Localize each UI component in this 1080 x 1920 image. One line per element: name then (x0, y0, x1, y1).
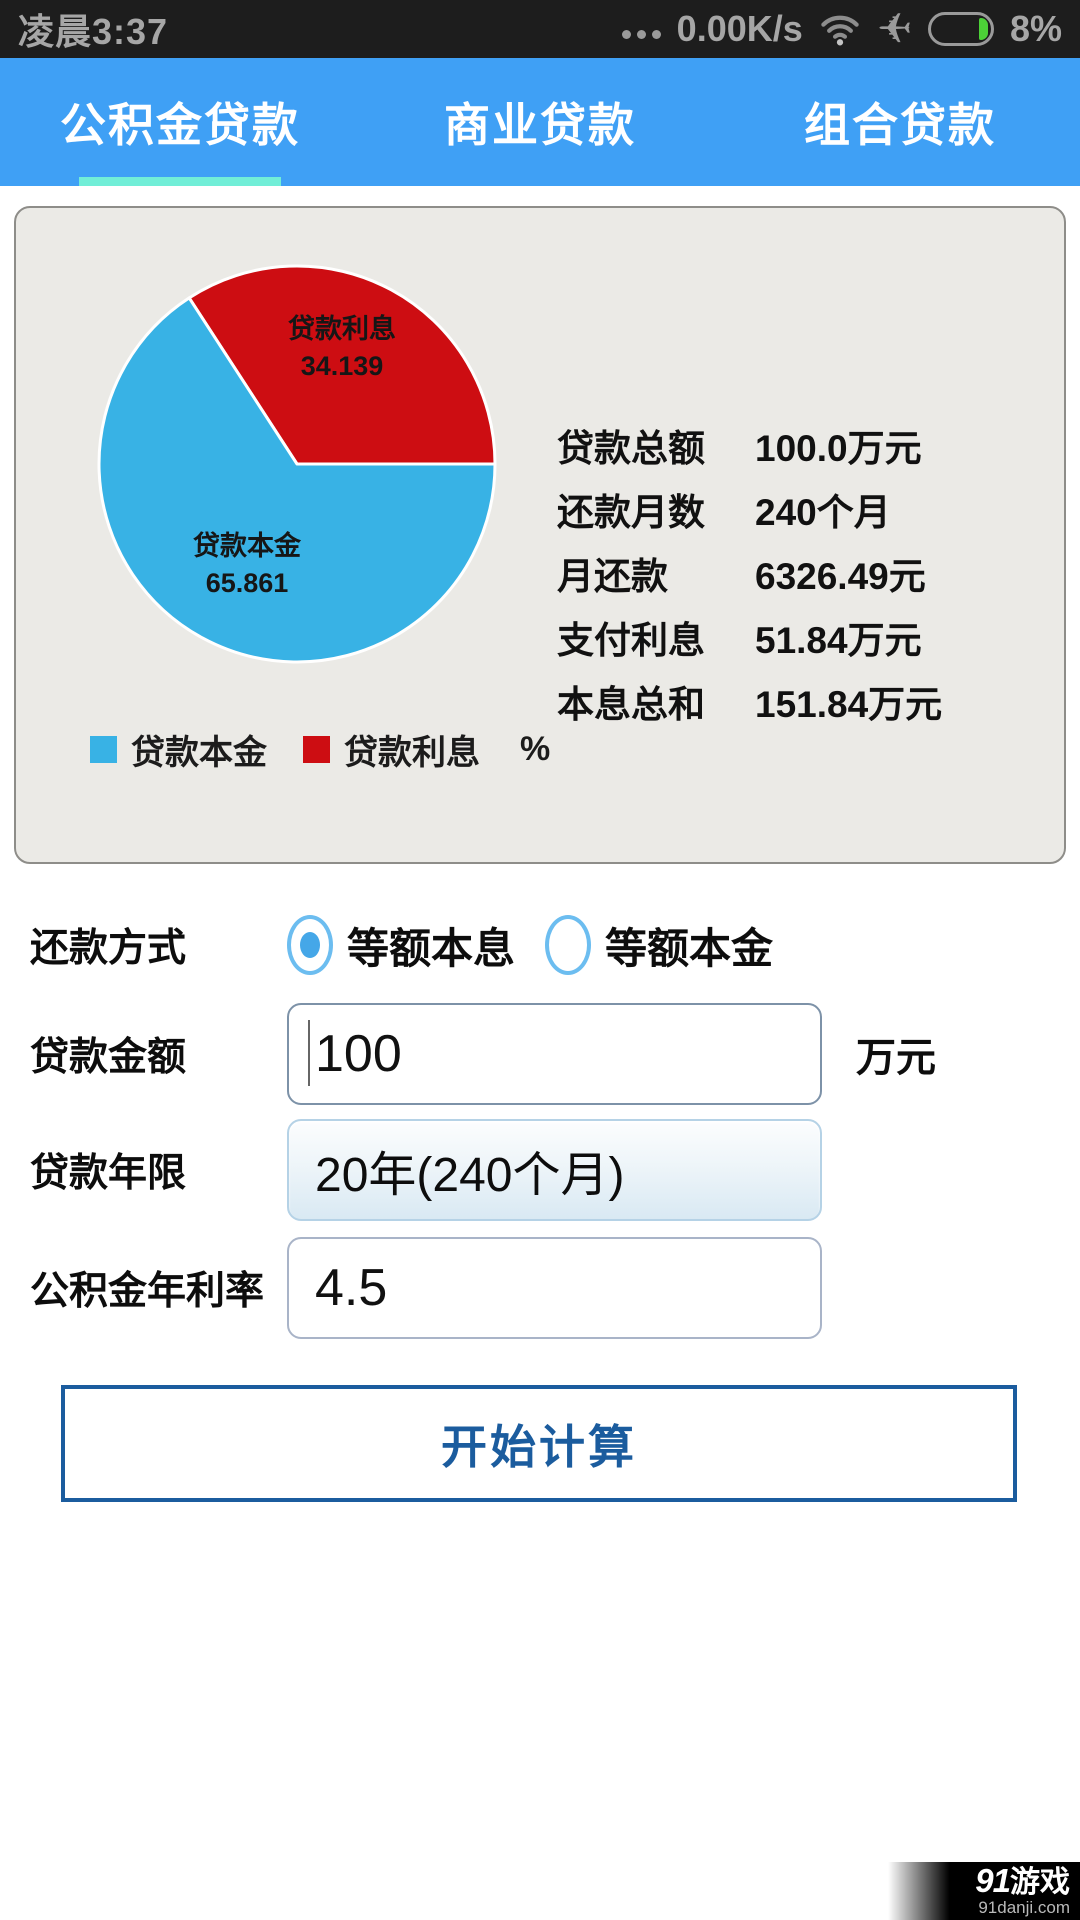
summary-value: 6326.49元 (755, 556, 926, 597)
status-bar: 凌晨3:37 0.00K/s ✈ 8% (0, 0, 1080, 58)
result-card: 贷款利息 34.139 贷款本金 65.861 贷款总额 100.0万元 还款月… (14, 206, 1066, 864)
tab-commercial-loan[interactable]: 商业贷款 (360, 58, 720, 186)
loan-summary: 贷款总额 100.0万元 还款月数 240个月 月还款 6326.49元 支付利… (557, 418, 942, 728)
text-cursor (308, 1020, 310, 1086)
radio-option-label: 等额本息 (347, 924, 516, 972)
chart-legend: 贷款本金 贷款利息 % (90, 725, 550, 774)
legend-swatch-principal (90, 736, 117, 763)
pie-slice-principal (97, 296, 497, 664)
watermark-brand: 91游戏 (975, 1864, 1070, 1898)
loan-amount-input[interactable] (287, 1003, 822, 1105)
calculate-button[interactable]: 开始计算 (61, 1385, 1017, 1502)
summary-value: 240个月 (755, 492, 891, 533)
summary-label: 本息总和 (557, 684, 705, 725)
watermark: 91游戏 91danji.com (888, 1862, 1080, 1920)
tab-combined-loan[interactable]: 组合贷款 (720, 58, 1080, 186)
pie-value-principal: 65.861 (206, 568, 289, 598)
loan-term-label: 贷款年限 (30, 1152, 187, 1195)
watermark-brand-text: 游戏 (1010, 1865, 1070, 1899)
pie-label-interest: 贷款利息 (288, 313, 396, 344)
tab-label: 组合贷款 (804, 99, 996, 151)
network-speed: 0.00K/s (676, 8, 803, 49)
radio-option-equal-principal[interactable]: 等额本金 (545, 915, 773, 976)
legend-swatch-interest (303, 736, 330, 763)
loan-pie-chart: 贷款利息 34.139 贷款本金 65.861 (97, 264, 497, 664)
radio-button-selected-icon[interactable] (287, 915, 333, 975)
loan-amount-label: 贷款金额 (30, 1036, 187, 1079)
tab-label: 公积金贷款 (60, 99, 300, 151)
interest-rate-input[interactable] (287, 1237, 822, 1339)
tab-label: 商业贷款 (444, 99, 636, 151)
battery-icon (927, 12, 994, 46)
loan-term-select[interactable]: 20年(240个月) (287, 1119, 822, 1221)
repayment-method-label: 还款方式 (30, 927, 187, 970)
pie-label-principal: 贷款本金 (193, 530, 302, 561)
repayment-method-row: 还款方式 等额本息 等额本金 (0, 903, 1080, 987)
airplane-mode-icon: ✈ (876, 5, 912, 52)
loan-amount-row: 贷款金额 万元 (0, 1003, 1080, 1105)
active-tab-underline (79, 177, 281, 186)
calculate-button-label: 开始计算 (441, 1420, 637, 1473)
battery-charge-level (978, 18, 988, 40)
watermark-brand-number: 91 (975, 1861, 1011, 1899)
radio-option-label: 等额本金 (605, 924, 774, 972)
legend-unit: % (520, 730, 551, 768)
pie-value-interest: 34.139 (301, 351, 384, 381)
legend-label-principal: 贷款本金 (131, 734, 267, 772)
summary-label: 还款月数 (557, 492, 705, 533)
summary-label: 贷款总额 (557, 428, 705, 469)
radio-button-unselected-icon[interactable] (545, 915, 592, 975)
summary-label: 支付利息 (557, 620, 705, 661)
tab-housing-fund-loan[interactable]: 公积金贷款 (0, 58, 360, 186)
tab-bar: 公积金贷款 商业贷款 组合贷款 (0, 58, 1080, 186)
wifi-icon (821, 15, 859, 46)
summary-label: 月还款 (557, 556, 668, 597)
status-right-cluster: 0.00K/s ✈ 8% (621, 5, 1062, 52)
loan-term-row: 贷款年限 20年(240个月) (0, 1119, 1080, 1221)
summary-value: 151.84万元 (755, 684, 943, 725)
interest-rate-label: 公积金年利率 (30, 1270, 265, 1313)
watermark-url: 91danji.com (978, 1897, 1070, 1917)
status-time: 凌晨3:37 (18, 11, 169, 52)
loan-amount-input-wrap (287, 1003, 822, 1105)
repayment-radio-group: 等额本息 等额本金 (287, 915, 773, 976)
radio-option-equal-installment[interactable]: 等额本息 (287, 915, 515, 976)
summary-value: 100.0万元 (755, 428, 922, 469)
legend-label-interest: 贷款利息 (344, 734, 480, 772)
interest-rate-row: 公积金年利率 (0, 1237, 1080, 1339)
loan-amount-unit: 万元 (856, 1036, 936, 1080)
loan-term-selected-value: 20年(240个月) (315, 1149, 625, 1202)
notification-dots-icon (621, 29, 661, 39)
summary-value: 51.84万元 (755, 620, 922, 661)
battery-percent: 8% (1009, 8, 1062, 49)
interest-rate-input-wrap (287, 1237, 822, 1339)
